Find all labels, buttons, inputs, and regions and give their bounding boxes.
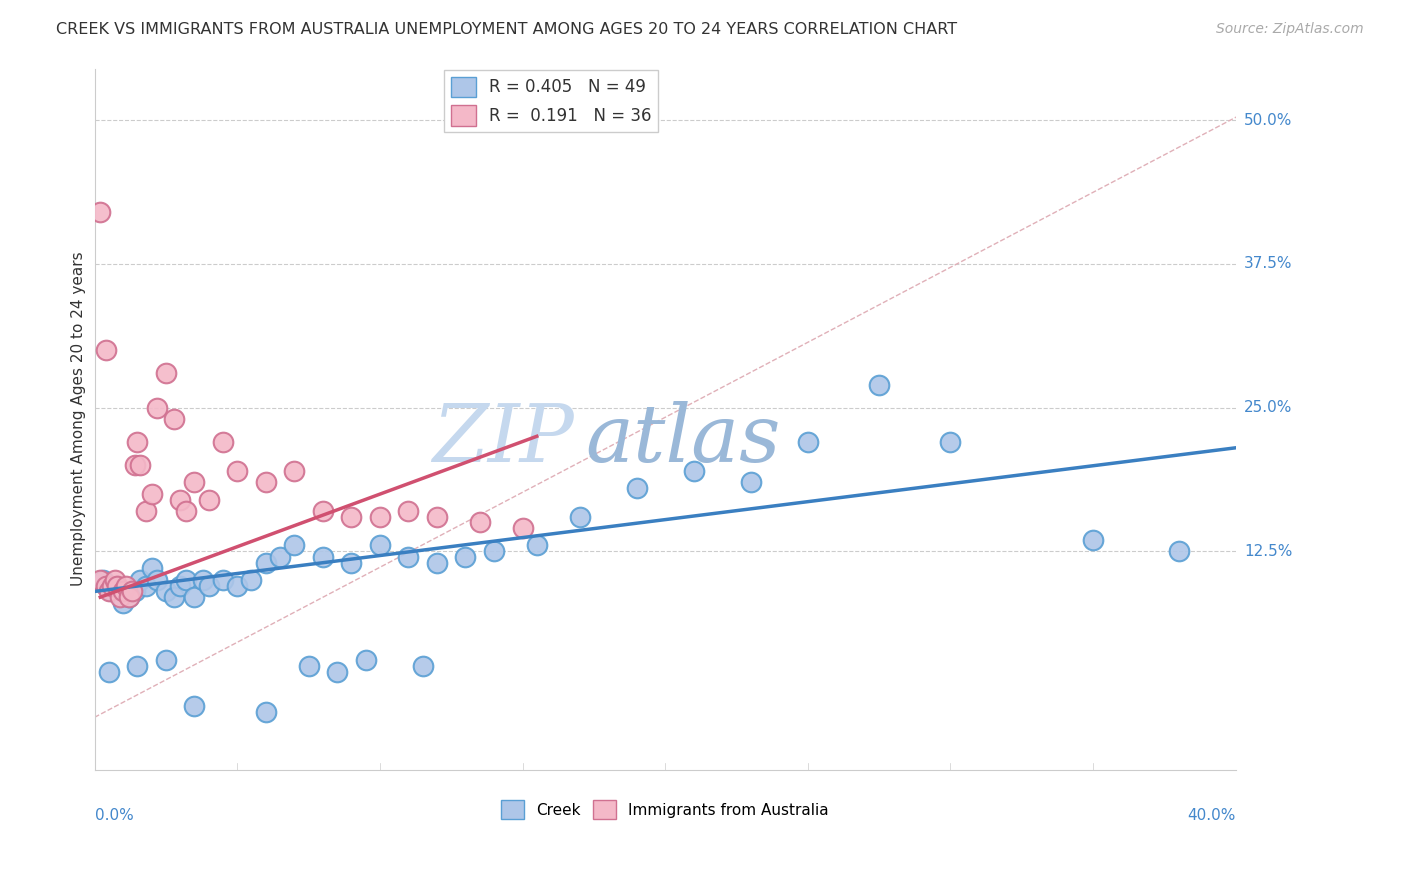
Text: ZIP: ZIP <box>432 401 574 479</box>
Point <box>426 509 449 524</box>
Legend: R = 0.405   N = 49, R =  0.191   N = 36: R = 0.405 N = 49, R = 0.191 N = 36 <box>444 70 658 132</box>
Point <box>100 579 122 593</box>
Point <box>212 435 235 450</box>
Point <box>91 573 114 587</box>
Point <box>105 579 128 593</box>
Point <box>340 509 363 524</box>
Point <box>197 579 219 593</box>
Point <box>240 573 263 587</box>
Point <box>226 579 249 593</box>
Point <box>97 584 120 599</box>
Point <box>197 492 219 507</box>
Point <box>100 584 122 599</box>
Point <box>939 435 962 450</box>
Point <box>174 573 197 587</box>
Point <box>129 458 152 472</box>
Point <box>169 492 191 507</box>
Text: 0.0%: 0.0% <box>94 808 134 823</box>
Point <box>512 521 534 535</box>
Text: 37.5%: 37.5% <box>1244 256 1292 271</box>
Point <box>468 516 491 530</box>
Point <box>283 539 305 553</box>
Point <box>868 377 890 392</box>
Point <box>368 509 391 524</box>
Point <box>740 475 762 490</box>
Point <box>121 584 143 599</box>
Point <box>797 435 820 450</box>
Point <box>141 487 163 501</box>
Point <box>297 659 319 673</box>
Point <box>112 596 135 610</box>
Point <box>426 556 449 570</box>
Point <box>163 412 186 426</box>
Point <box>626 481 648 495</box>
Point <box>283 464 305 478</box>
Point <box>89 573 111 587</box>
Point <box>254 705 277 719</box>
Point <box>454 549 477 564</box>
Point <box>155 584 177 599</box>
Point <box>124 584 146 599</box>
Y-axis label: Unemployment Among Ages 20 to 24 years: Unemployment Among Ages 20 to 24 years <box>72 252 86 586</box>
Point <box>103 573 125 587</box>
Point <box>254 556 277 570</box>
Point <box>118 591 141 605</box>
Point <box>174 504 197 518</box>
Point <box>396 549 419 564</box>
Point <box>682 464 704 478</box>
Point <box>112 584 135 599</box>
Point <box>183 699 205 714</box>
Point <box>482 544 505 558</box>
Point <box>1081 533 1104 547</box>
Point <box>526 539 548 553</box>
Point <box>105 579 128 593</box>
Point <box>1167 544 1189 558</box>
Point <box>354 653 377 667</box>
Point <box>141 561 163 575</box>
Point <box>212 573 235 587</box>
Text: 40.0%: 40.0% <box>1188 808 1236 823</box>
Point <box>312 504 335 518</box>
Point <box>191 573 214 587</box>
Point <box>326 665 349 679</box>
Point <box>97 665 120 679</box>
Point <box>118 591 141 605</box>
Point <box>94 579 117 593</box>
Point <box>127 659 149 673</box>
Point <box>183 475 205 490</box>
Text: 25.0%: 25.0% <box>1244 401 1292 415</box>
Point <box>110 591 132 605</box>
Text: 50.0%: 50.0% <box>1244 112 1292 128</box>
Text: atlas: atlas <box>585 401 780 479</box>
Point <box>124 458 146 472</box>
Point <box>155 653 177 667</box>
Point <box>169 579 191 593</box>
Point <box>396 504 419 518</box>
Point <box>312 549 335 564</box>
Point <box>568 509 591 524</box>
Point <box>340 556 363 570</box>
Point <box>146 573 169 587</box>
Point <box>89 205 111 219</box>
Point <box>254 475 277 490</box>
Point <box>135 579 157 593</box>
Point <box>412 659 434 673</box>
Point <box>94 343 117 357</box>
Point <box>226 464 249 478</box>
Point <box>146 401 169 415</box>
Point <box>183 591 205 605</box>
Point <box>135 504 157 518</box>
Point <box>127 435 149 450</box>
Point <box>115 579 138 593</box>
Text: 12.5%: 12.5% <box>1244 544 1292 558</box>
Point <box>368 539 391 553</box>
Text: Source: ZipAtlas.com: Source: ZipAtlas.com <box>1216 22 1364 37</box>
Point <box>163 591 186 605</box>
Point <box>155 366 177 380</box>
Point <box>129 573 152 587</box>
Text: CREEK VS IMMIGRANTS FROM AUSTRALIA UNEMPLOYMENT AMONG AGES 20 TO 24 YEARS CORREL: CREEK VS IMMIGRANTS FROM AUSTRALIA UNEMP… <box>56 22 957 37</box>
Point <box>269 549 291 564</box>
